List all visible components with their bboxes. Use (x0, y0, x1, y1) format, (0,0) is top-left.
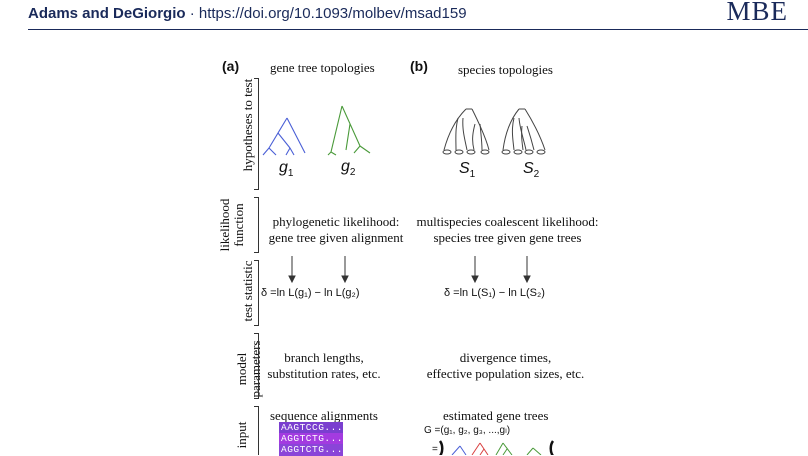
panel-a-parameters: branch lengths, substitution rates, etc. (267, 350, 381, 381)
panel-a-title: gene tree topologies (270, 60, 375, 75)
bracket-tick (254, 333, 259, 334)
tree-label-s1: S1 (459, 160, 476, 181)
panel-a-statistic: δ =ln L(g₁) − ln L(g₂) (261, 287, 360, 299)
sequence-row-1: AAGTCCG... (279, 422, 344, 434)
panel-b-input: estimated gene trees (443, 408, 549, 423)
running-header: Adams and DeGiorgio · https://doi.org/10… (28, 5, 467, 22)
gene-set-equals: = (432, 444, 438, 455)
tree-label-s2: S2 (523, 160, 540, 181)
bracket-tick (254, 197, 259, 198)
header-separator: · (185, 5, 199, 22)
bracket-likelihood (258, 197, 259, 253)
gene-tree-set (438, 440, 555, 455)
sequence-row-3: AGGTCTG... (279, 444, 344, 456)
tree-label-g2: g2 (341, 158, 356, 179)
panel-a-likelihood: phylogenetic likelihood: gene tree given … (268, 214, 404, 245)
bracket-statistic (258, 260, 259, 326)
bracket-tick (254, 252, 259, 253)
sequence-row-2: AGGTCTG... (279, 433, 344, 445)
bracket-tick (254, 325, 259, 326)
header-rule (28, 29, 808, 30)
bracket-tick (254, 398, 259, 399)
bracket-input (258, 406, 259, 455)
gene-set-formula: G =(g₁, g₂, g₃, ...,gₗ) (424, 425, 511, 436)
panel-b-parameters: divergence times, effective population si… (426, 350, 585, 381)
panel-b-label: (b) (410, 58, 428, 74)
bracket-parameters (258, 333, 259, 399)
species-tree-s2 (501, 108, 546, 155)
gene-tree-g2 (327, 105, 371, 156)
arrows (288, 256, 531, 284)
bracket-tick (254, 78, 259, 79)
panel-b-likelihood: multispecies coalescent likelihood: speci… (416, 214, 599, 245)
bracket-hypotheses (258, 78, 259, 190)
panel-b-statistic: δ =ln L(S₁) − ln L(S₂) (444, 287, 545, 299)
panel-b-title: species topologies (458, 62, 553, 77)
bracket-tick (254, 406, 259, 407)
panel-a-input: sequence alignments (270, 408, 378, 423)
header-authors: Adams and DeGiorgio (28, 5, 186, 22)
bracket-tick (254, 189, 259, 190)
tree-label-g1: g1 (279, 159, 294, 180)
bracket-tick (254, 260, 259, 261)
species-tree-s1 (442, 108, 490, 155)
gene-tree-g1 (262, 117, 306, 156)
journal-logo: MBE (726, 0, 788, 26)
header-doi-link[interactable]: https://doi.org/10.1093/molbev/msad159 (198, 5, 467, 22)
panel-a-label: (a) (222, 58, 240, 74)
